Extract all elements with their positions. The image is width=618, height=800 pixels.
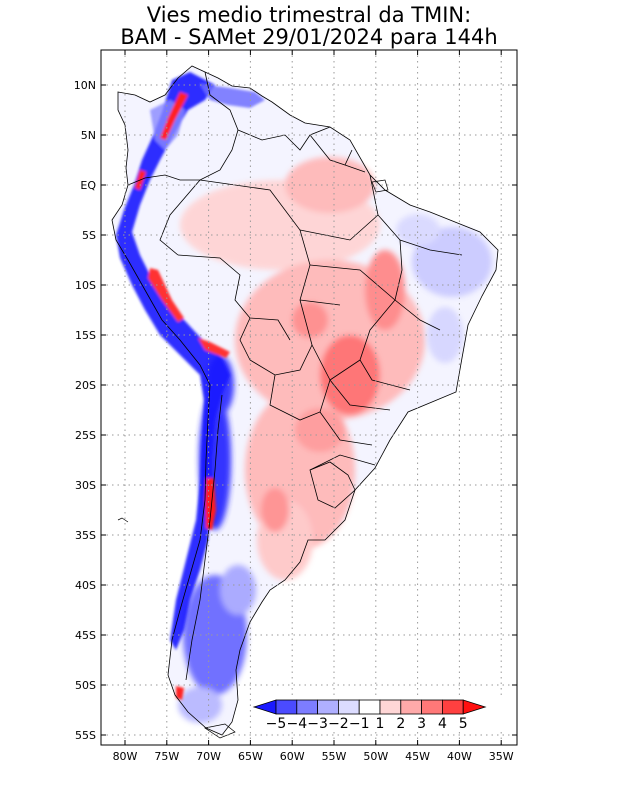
colorbar-swatch: [358, 699, 381, 715]
colorbar-swatch: [337, 699, 360, 715]
colorbar-swatches: [252, 699, 487, 715]
cool-band-andes: [116, 72, 230, 650]
warm-region-plata: [295, 408, 345, 452]
colorbar-swatch: [400, 699, 422, 715]
colorbar-label: 2: [396, 716, 405, 732]
graticule: [101, 50, 517, 745]
latitude-tick-label: 45S: [75, 629, 96, 642]
colorbar-label: −5: [266, 716, 287, 732]
longitude-labels: 80W 75W 70W 65W 60W 55W 50W 45W 40W 35W: [113, 750, 514, 763]
cool-region-northeast: [412, 227, 492, 297]
border-uruguay: [309, 461, 356, 509]
longitude-tick-label: 35W: [489, 750, 514, 763]
longitude-tick-label: 40W: [447, 750, 472, 763]
border-guianas: [309, 134, 366, 173]
latitude-tick-label: 40S: [75, 579, 96, 592]
colorbar-label: 3: [417, 716, 426, 732]
warm-spikes-andes-peru: [148, 268, 184, 322]
colorbar-label: −4: [286, 716, 307, 732]
latitude-tick-label: 5S: [82, 229, 96, 242]
colorbar-swatch: [441, 699, 464, 715]
latitude-tick-label: EQ: [80, 179, 96, 192]
longitude-tick-label: 45W: [405, 750, 430, 763]
latitude-labels: 10N 5N EQ 5S 10S 15S 20S 25S 30S 35S 40S 45S 50S 55S: [74, 79, 97, 742]
longitude-tick-label: 70W: [196, 750, 221, 763]
latitude-tick-label: 15S: [75, 329, 96, 342]
map-title-line2: BAM - SAMet 29/01/2024 para 144h: [120, 25, 498, 49]
cool-band-andes-light: [200, 84, 265, 108]
latitude-tick-label: 30S: [75, 479, 96, 492]
colorbar-label: −1: [349, 716, 370, 732]
border-peru-brazil: [177, 254, 291, 341]
colorbar-labels: −5 −4 −3 −2 −1 1 2 3 4 5: [266, 716, 468, 732]
colorbar-swatch: [275, 699, 298, 715]
border-brazil-states-east: [329, 174, 463, 391]
border-venezuela-brazil: [237, 126, 331, 151]
latitude-tick-label: 25S: [75, 429, 96, 442]
latitude-tick-label: 20S: [75, 379, 96, 392]
longitude-tick-label: 50W: [363, 750, 388, 763]
colorbar-label: 5: [459, 716, 468, 732]
political-boundaries: [111, 65, 499, 736]
longitude-tick-label: 65W: [238, 750, 263, 763]
cool-region-tierra: [178, 687, 222, 723]
latitude-tick-label: 10S: [75, 279, 96, 292]
border-ecuador-peru: [127, 174, 201, 256]
colorbar-arrow-high: [462, 699, 487, 715]
longitude-tick-label: 55W: [322, 750, 347, 763]
colorbar-label: 1: [376, 716, 385, 732]
colorbar-swatch: [379, 699, 402, 715]
border-brazil-states-west: [299, 214, 396, 306]
border-paraguay: [269, 344, 331, 421]
longitude-tick-label: 80W: [113, 750, 138, 763]
warm-spikes-andes-bolivia: [198, 338, 230, 358]
border-brazil-north: [199, 179, 311, 301]
colorbar: −5 −4 −3 −2 −1 1 2 3 4 5: [252, 698, 516, 732]
latitude-tick-label: 5N: [81, 129, 96, 142]
border-brazil-states-south: [309, 379, 391, 471]
border-chile-argentina: [185, 394, 223, 681]
latitude-tick-label: 35S: [75, 529, 96, 542]
island-tierra-del-fuego: [204, 723, 236, 739]
warm-region-strong-2: [365, 250, 405, 330]
latitude-tick-label: 55S: [75, 729, 96, 742]
colorbar-swatch: [317, 699, 339, 715]
colorbar-label: −2: [328, 716, 349, 732]
latitude-tick-label: 10N: [74, 79, 96, 92]
island-falklands: [117, 517, 129, 523]
map-title-line1: Vies medio trimestral da TMIN:: [146, 3, 472, 27]
cool-region-patagonia-east: [220, 565, 256, 615]
longitude-tick-label: 75W: [154, 750, 179, 763]
colorbar-label: −3: [307, 716, 328, 732]
cool-region-east: [427, 307, 463, 363]
colorbar-swatch: [421, 699, 443, 715]
coastline: [111, 65, 499, 736]
islands: [117, 179, 389, 739]
cool-region-sao-francisco: [396, 214, 440, 246]
axis-ticks: [101, 50, 517, 745]
warm-region-strong-3: [292, 302, 328, 338]
warm-region-strong-4: [261, 488, 289, 532]
latitude-tick-label: 50S: [75, 679, 96, 692]
warm-spikes-andes-south: [176, 686, 184, 700]
colorbar-label: 4: [438, 716, 447, 732]
island-marajo: [371, 179, 389, 193]
warm-region-north: [285, 157, 375, 213]
warm-region-strong: [320, 335, 380, 415]
longitude-tick-label: 60W: [280, 750, 305, 763]
colorbar-swatch: [296, 699, 318, 715]
